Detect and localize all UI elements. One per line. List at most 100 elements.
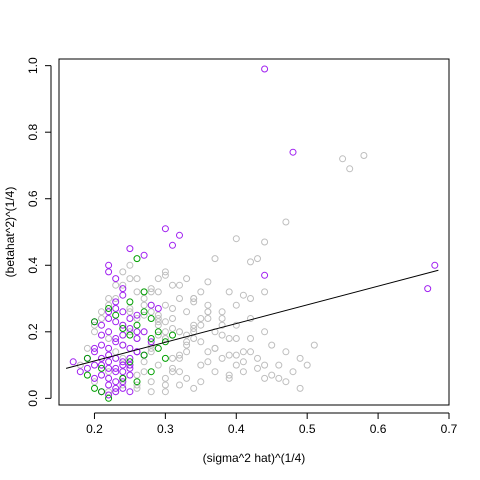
data-point	[147, 288, 155, 296]
data-point	[289, 148, 297, 156]
data-point	[161, 381, 169, 389]
data-point	[105, 394, 113, 402]
data-point	[112, 384, 120, 392]
data-point	[147, 335, 155, 342]
x-axis: 0.2 0.3 0.4 0.5 0.6 0.7	[86, 412, 458, 436]
data-point	[190, 384, 198, 392]
data-point	[119, 291, 127, 299]
points-layer	[69, 65, 439, 402]
data-point	[119, 281, 127, 289]
data-point	[105, 374, 113, 382]
data-point	[133, 378, 141, 386]
data-point	[105, 344, 113, 352]
data-point	[225, 351, 233, 359]
x-tick-label: 0.5	[299, 422, 316, 436]
data-point	[154, 328, 162, 336]
y-tick-label: 0.6	[26, 190, 40, 207]
data-point	[161, 301, 169, 309]
data-point	[91, 378, 98, 386]
data-point	[218, 315, 226, 322]
data-point	[126, 364, 134, 372]
data-point	[154, 315, 162, 322]
data-point	[169, 281, 176, 289]
data-point	[126, 371, 134, 379]
data-point	[197, 315, 205, 322]
data-point	[225, 374, 233, 382]
data-point	[225, 335, 233, 342]
data-point	[126, 261, 134, 269]
y-tick-label: 0.4	[26, 257, 40, 274]
data-point	[296, 354, 304, 362]
data-point	[112, 298, 120, 306]
data-point	[91, 321, 98, 329]
y-axis-label: (betahat^2)^(1/4)	[3, 187, 17, 278]
data-point	[112, 364, 120, 372]
data-point	[133, 311, 141, 319]
data-point	[126, 331, 134, 339]
data-point	[98, 388, 105, 396]
data-point	[140, 308, 148, 316]
data-point	[232, 361, 240, 369]
data-point	[239, 348, 247, 356]
data-point	[119, 341, 127, 349]
data-point	[211, 255, 219, 263]
data-point	[268, 371, 276, 379]
data-point	[261, 238, 269, 246]
data-point	[161, 268, 169, 276]
regression-line	[65, 269, 439, 369]
data-point	[218, 308, 226, 316]
data-point	[147, 344, 155, 352]
data-point	[154, 288, 162, 296]
data-point	[133, 315, 141, 322]
data-point	[161, 271, 169, 279]
data-point	[232, 335, 240, 342]
data-point	[254, 354, 261, 362]
data-point	[105, 295, 113, 302]
data-point	[282, 218, 290, 226]
data-point	[218, 354, 226, 362]
data-point	[360, 152, 368, 159]
data-point	[183, 338, 191, 346]
data-point	[105, 261, 113, 269]
data-point	[119, 331, 127, 339]
data-point	[91, 328, 98, 336]
data-point	[282, 378, 290, 386]
x-tick-label: 0.4	[228, 422, 245, 436]
data-point	[247, 258, 254, 266]
data-point	[119, 308, 127, 316]
data-point	[247, 335, 254, 342]
data-point	[126, 328, 134, 336]
data-point	[105, 381, 113, 389]
data-point	[147, 348, 155, 356]
data-point	[133, 328, 141, 336]
data-point	[126, 354, 134, 362]
data-point	[204, 308, 212, 316]
data-point	[154, 344, 162, 352]
data-point	[261, 374, 269, 382]
data-point	[176, 381, 183, 389]
plot-frame	[58, 58, 450, 406]
y-tick-label: 0.8	[26, 124, 40, 141]
data-point	[140, 251, 148, 259]
data-point	[133, 335, 141, 342]
data-point	[169, 305, 176, 312]
data-point	[190, 298, 198, 306]
y-axis: 0.0 0.2 0.4 0.6 0.8 1.0	[26, 57, 52, 407]
data-point	[154, 318, 162, 326]
data-point	[211, 368, 219, 376]
data-point	[204, 358, 212, 366]
data-point	[112, 318, 120, 326]
y-tick-label: 1.0	[26, 57, 40, 74]
data-point	[169, 325, 176, 332]
data-point	[83, 354, 91, 362]
y-tick-label: 0.0	[26, 390, 40, 407]
data-point	[105, 301, 113, 309]
data-point	[112, 368, 120, 376]
data-point	[183, 331, 191, 339]
data-point	[275, 374, 283, 382]
data-point	[112, 295, 120, 302]
data-point	[154, 305, 162, 312]
data-point	[126, 275, 134, 283]
data-point	[204, 348, 212, 356]
data-point	[140, 328, 148, 336]
